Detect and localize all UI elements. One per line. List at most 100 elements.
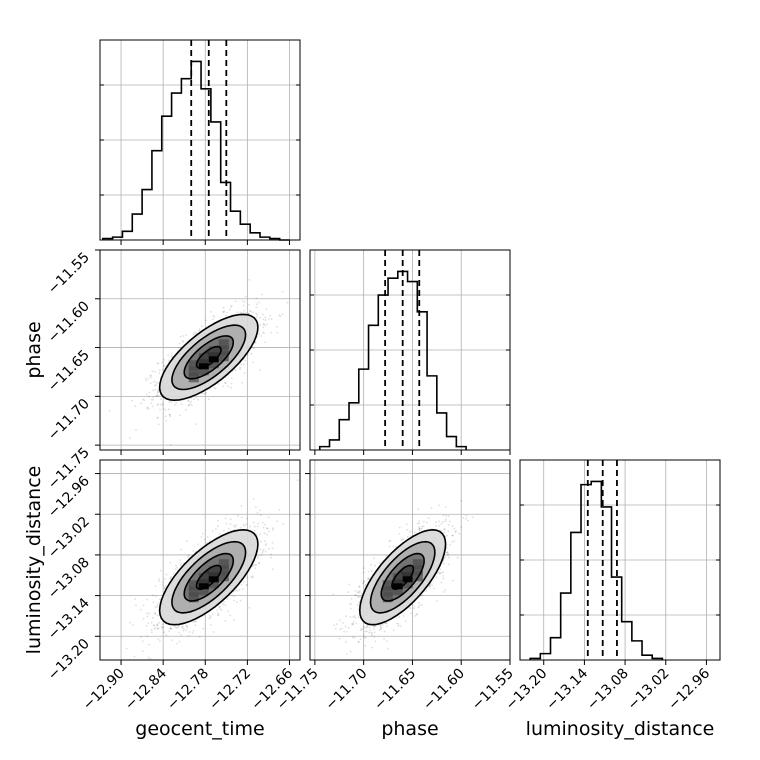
sample-point: [246, 576, 249, 579]
sample-point: [165, 573, 168, 576]
sample-point: [346, 631, 348, 633]
density-cell: [188, 586, 199, 597]
y-tick-label: −13.08: [45, 554, 93, 602]
sample-point: [201, 325, 203, 328]
sample-point: [436, 600, 438, 602]
sample-point: [398, 526, 401, 529]
sample-point: [465, 517, 467, 520]
sample-point: [261, 521, 264, 524]
sample-point: [212, 631, 215, 633]
sample-point: [353, 636, 356, 639]
sample-point: [240, 312, 243, 314]
sample-point: [258, 369, 261, 372]
density-cell: [208, 572, 219, 583]
contour-line: [171, 540, 247, 614]
density-cell: [208, 358, 219, 369]
sample-point: [413, 605, 415, 608]
sample-point: [447, 530, 450, 533]
sample-point: [233, 619, 235, 621]
sample-point: [149, 375, 151, 377]
sample-point: [158, 621, 161, 624]
sample-point: [208, 617, 211, 620]
sample-point: [404, 620, 407, 622]
sample-point: [198, 635, 201, 638]
sample-point: [262, 313, 264, 316]
sample-point: [200, 536, 203, 538]
sample-point: [263, 332, 265, 335]
sample-point: [179, 335, 182, 338]
sample-point: [371, 646, 374, 649]
sample-point: [163, 587, 166, 590]
sample-point: [224, 382, 227, 385]
sample-point: [156, 416, 159, 419]
sample-point: [193, 332, 196, 334]
sample-point: [224, 517, 227, 520]
sample-point: [430, 507, 433, 510]
sample-point: [194, 624, 197, 627]
sample-point: [430, 583, 432, 585]
sample-point: [161, 627, 164, 630]
sample-point: [146, 393, 148, 396]
sample-point: [368, 626, 371, 629]
density-cell: [218, 571, 229, 582]
sample-point: [181, 626, 184, 629]
sample-point: [366, 630, 368, 633]
sample-point: [175, 626, 178, 629]
sample-point: [454, 531, 457, 534]
sample-point: [146, 635, 149, 638]
sample-point: [356, 595, 359, 598]
sample-point: [193, 398, 195, 401]
sample-point: [262, 323, 265, 326]
sample-point: [421, 525, 424, 528]
sample-point: [418, 529, 421, 532]
sample-point: [234, 368, 236, 371]
sample-point: [451, 534, 454, 537]
sample-point: [258, 509, 261, 511]
sample-point: [151, 405, 154, 408]
sample-point: [152, 616, 154, 619]
sample-point: [239, 366, 242, 369]
sample-point: [252, 311, 254, 314]
sample-point: [354, 594, 357, 597]
sample-point: [150, 629, 153, 631]
density-cell: [218, 351, 229, 362]
sample-point: [278, 509, 281, 511]
sample-point: [168, 414, 171, 416]
sample-point: [358, 586, 360, 589]
sample-point: [252, 521, 255, 524]
sample-point: [240, 505, 243, 507]
sample-point: [175, 564, 177, 567]
sample-point: [194, 620, 196, 623]
sample-point: [163, 586, 166, 589]
sample-point: [242, 524, 245, 526]
sample-point: [189, 403, 192, 405]
sample-point: [169, 627, 172, 630]
sample-point: [358, 601, 361, 604]
sample-point: [245, 583, 248, 586]
sample-point: [251, 575, 254, 577]
sample-point: [156, 417, 159, 420]
sample-point: [188, 404, 190, 406]
sample-point: [351, 623, 354, 626]
sample-point: [157, 362, 160, 365]
sample-point: [145, 379, 148, 382]
sample-point: [164, 409, 167, 411]
sample-point: [179, 414, 182, 417]
sample-point: [156, 394, 159, 396]
sample-point: [347, 626, 350, 629]
sample-point: [170, 400, 173, 403]
sample-point: [185, 624, 187, 627]
sample-point: [367, 570, 370, 573]
sample-point: [268, 530, 271, 533]
sample-point: [218, 606, 221, 609]
sample-point: [141, 640, 144, 642]
sample-point: [362, 571, 365, 574]
sample-point: [379, 626, 382, 628]
sample-point: [357, 616, 360, 619]
sample-point: [134, 405, 137, 407]
sample-point: [176, 566, 179, 569]
sample-point: [243, 363, 245, 366]
density-cell: [188, 360, 199, 371]
sample-point: [409, 530, 411, 533]
sample-point: [211, 613, 214, 616]
